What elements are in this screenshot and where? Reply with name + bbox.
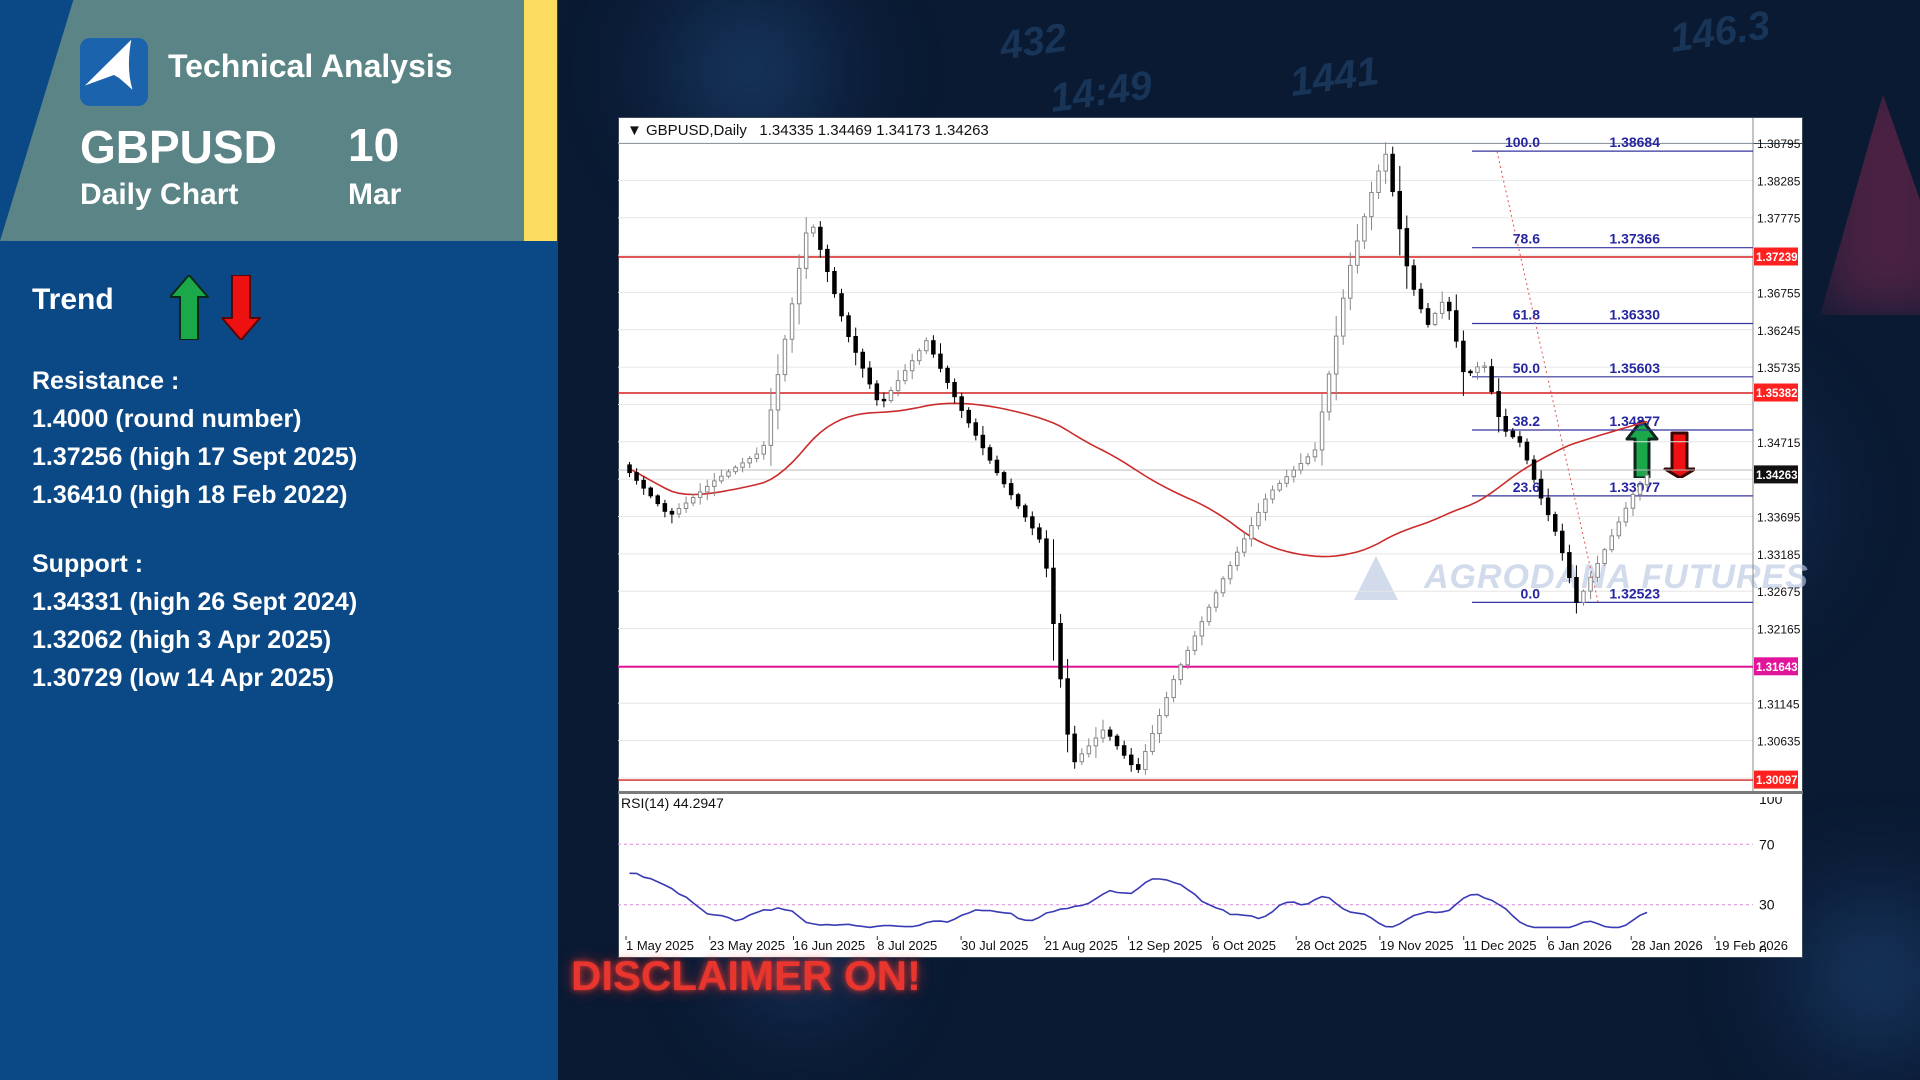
svg-text:21 Aug 2025: 21 Aug 2025 xyxy=(1045,938,1118,953)
svg-text:6 Jan 2026: 6 Jan 2026 xyxy=(1548,938,1612,953)
svg-text:19 Feb 2026: 19 Feb 2026 xyxy=(1715,938,1788,953)
svg-text:28 Jan 2026: 28 Jan 2026 xyxy=(1631,938,1703,953)
svg-text:16 Jun 2025: 16 Jun 2025 xyxy=(794,938,866,953)
svg-text:19 Nov 2025: 19 Nov 2025 xyxy=(1380,938,1454,953)
svg-text:28 Oct 2025: 28 Oct 2025 xyxy=(1296,938,1367,953)
svg-text:30 Jul 2025: 30 Jul 2025 xyxy=(961,938,1028,953)
svg-text:12 Sep 2025: 12 Sep 2025 xyxy=(1129,938,1203,953)
svg-text:8 Jul 2025: 8 Jul 2025 xyxy=(877,938,937,953)
svg-text:1 May 2025: 1 May 2025 xyxy=(626,938,694,953)
svg-text:23 May 2025: 23 May 2025 xyxy=(710,938,785,953)
svg-text:6 Oct 2025: 6 Oct 2025 xyxy=(1212,938,1276,953)
svg-text:11 Dec 2025: 11 Dec 2025 xyxy=(1464,938,1537,953)
